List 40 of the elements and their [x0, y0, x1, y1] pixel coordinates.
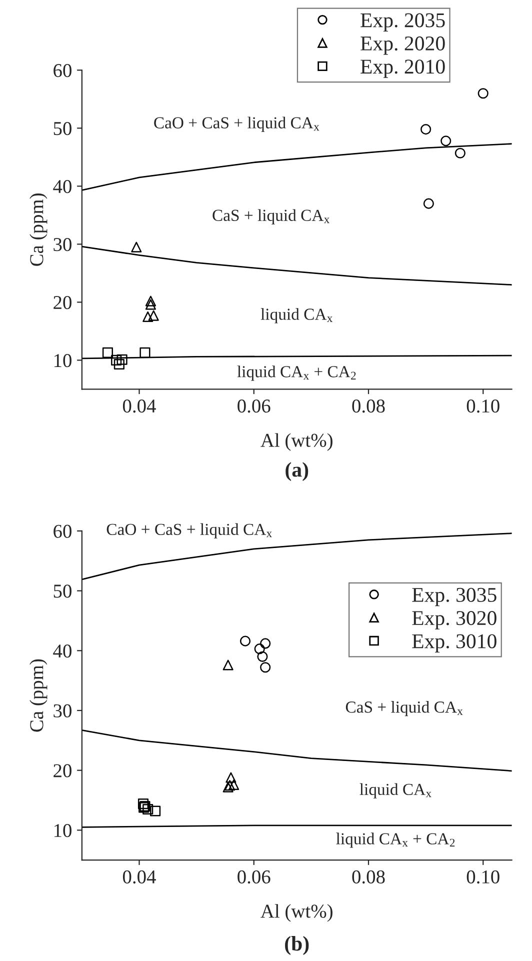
x-tick-label: 0.04 — [122, 399, 156, 413]
legend-label: Exp. 3020 — [412, 611, 496, 630]
y-tick-label: 10 — [54, 824, 72, 838]
annotation: liquid CA$_{x}$ + CA$_{2}$ — [336, 832, 455, 848]
x-axis-title: Al (wt%) — [260, 904, 332, 922]
x-tick-label: 0.04 — [122, 870, 156, 884]
y-tick-label: 30 — [54, 704, 72, 718]
x-tick-label: 0.10 — [466, 399, 500, 413]
text: (a) — [286, 462, 308, 482]
legend-label: Exp. 2020 — [360, 36, 445, 55]
x-tick-label: 0.06 — [238, 399, 270, 413]
annotation: CaO + CaS + liquid CA$_{x}$ — [106, 523, 272, 538]
legend-label: Exp. 2035 — [360, 13, 445, 32]
x-tick-label: 0.08 — [352, 399, 385, 413]
y-tick-label: 10 — [54, 354, 72, 368]
y-tick-label: 40 — [53, 644, 72, 658]
annotation: liquid CA$_{x}$ — [360, 783, 432, 798]
x-tick-label: 0.08 — [352, 870, 385, 884]
y-tick-label: 60 — [54, 524, 72, 538]
x-tick-label: 0.06 — [238, 870, 270, 884]
y-tick-label: 20 — [54, 296, 72, 310]
legend-label: Exp. 2010 — [360, 60, 445, 78]
annotation: liquid CA$_{x}$ + CA$_{2}$ — [237, 366, 356, 381]
legend-label: Exp. 3035 — [412, 588, 496, 606]
annotation: liquid CA$_{x}$ — [260, 308, 333, 324]
annotation: CaO + CaS + liquid CA$_{x}$ — [154, 116, 320, 132]
legend-label: Exp. 3010 — [412, 634, 496, 653]
y-axis-title: Ca (ppm) — [30, 659, 48, 732]
x-tick-label: 0.10 — [466, 870, 500, 884]
annotation: CaS + liquid CA$_{x}$ — [212, 209, 330, 224]
y-tick-label: 50 — [54, 122, 72, 136]
y-tick-label: 50 — [54, 584, 72, 598]
x-axis-title: Al (wt%) — [260, 433, 332, 451]
y-tick-label: 40 — [53, 180, 72, 194]
y-tick-label: 30 — [54, 238, 72, 252]
annotation: CaS + liquid CA$_{x}$ — [346, 701, 463, 716]
text: (b) — [285, 936, 309, 955]
y-axis-title: Ca (ppm) — [30, 194, 48, 266]
y-tick-label: 60 — [54, 64, 72, 78]
y-tick-label: 20 — [54, 764, 72, 778]
